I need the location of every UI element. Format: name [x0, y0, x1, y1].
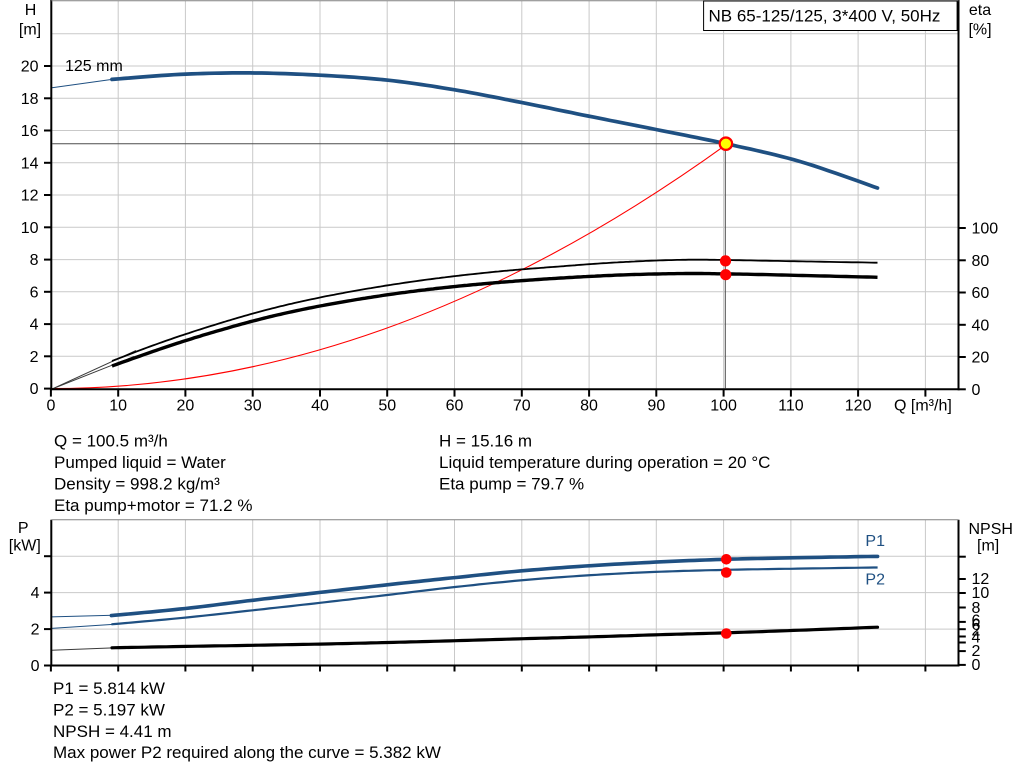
svg-text:0: 0	[46, 398, 55, 415]
svg-text:H: H	[25, 2, 37, 19]
svg-text:P: P	[18, 520, 29, 537]
svg-text:20: 20	[177, 398, 195, 415]
svg-text:100: 100	[972, 221, 999, 238]
svg-text:2: 2	[972, 643, 981, 660]
svg-text:H = 15.16 m: H = 15.16 m	[439, 432, 532, 451]
svg-text:NB 65-125/125, 3*400 V, 50Hz: NB 65-125/125, 3*400 V, 50Hz	[709, 6, 941, 25]
svg-text:Eta pump = 79.7 %: Eta pump = 79.7 %	[439, 475, 584, 494]
svg-text:eta: eta	[969, 2, 991, 19]
svg-text:4: 4	[31, 585, 40, 602]
svg-text:6: 6	[972, 612, 981, 629]
svg-text:[m]: [m]	[19, 22, 41, 39]
svg-text:0: 0	[972, 382, 981, 399]
svg-text:Density = 998.2 kg/m³: Density = 998.2 kg/m³	[54, 475, 220, 494]
svg-text:Liquid temperature during oper: Liquid temperature during operation = 20…	[439, 453, 770, 472]
svg-text:60: 60	[446, 398, 464, 415]
svg-text:[kW]: [kW]	[9, 538, 41, 555]
svg-text:8: 8	[30, 252, 39, 269]
svg-text:10: 10	[109, 398, 127, 415]
svg-text:0: 0	[30, 381, 39, 398]
svg-text:P2: P2	[865, 572, 885, 589]
svg-text:2: 2	[31, 622, 40, 639]
svg-text:12: 12	[21, 188, 39, 205]
svg-text:40: 40	[311, 398, 329, 415]
svg-text:P2 = 5.197 kW: P2 = 5.197 kW	[53, 700, 165, 719]
svg-text:80: 80	[580, 398, 598, 415]
svg-text:110: 110	[778, 398, 804, 415]
svg-text:4: 4	[30, 317, 39, 334]
svg-text:8: 8	[972, 600, 981, 617]
svg-text:10: 10	[972, 585, 990, 602]
svg-text:NPSH: NPSH	[969, 521, 1013, 538]
svg-text:4: 4	[972, 629, 981, 646]
svg-text:12: 12	[972, 571, 990, 588]
svg-text:Pumped liquid = Water: Pumped liquid = Water	[54, 453, 226, 472]
svg-text:Q [m³/h]: Q [m³/h]	[894, 398, 952, 415]
svg-text:40: 40	[972, 317, 990, 334]
svg-text:Q = 100.5 m³/h: Q = 100.5 m³/h	[54, 432, 168, 451]
svg-text:Eta pump+motor = 71.2 %: Eta pump+motor = 71.2 %	[54, 496, 252, 515]
svg-text:18: 18	[21, 91, 39, 108]
svg-text:2: 2	[30, 349, 39, 366]
svg-text:14: 14	[21, 155, 39, 172]
svg-text:Max power P2 required along th: Max power P2 required along the curve = …	[53, 743, 441, 762]
svg-text:120: 120	[845, 398, 872, 415]
svg-text:50: 50	[378, 398, 396, 415]
svg-text:0: 0	[972, 657, 981, 674]
svg-text:[%]: [%]	[968, 22, 991, 39]
svg-text:0: 0	[31, 658, 40, 675]
svg-text:20: 20	[972, 350, 990, 367]
svg-text:80: 80	[972, 253, 990, 270]
svg-text:100: 100	[710, 398, 737, 415]
svg-text:10: 10	[21, 220, 39, 237]
svg-text:30: 30	[244, 398, 262, 415]
svg-text:125 mm: 125 mm	[65, 58, 123, 75]
svg-text:P1 = 5.814 kW: P1 = 5.814 kW	[53, 679, 165, 698]
svg-text:2: 2	[972, 623, 981, 640]
svg-text:60: 60	[972, 285, 990, 302]
svg-text:70: 70	[513, 398, 531, 415]
svg-text:6: 6	[30, 284, 39, 301]
svg-text:[m]: [m]	[977, 538, 999, 555]
svg-text:6: 6	[972, 617, 981, 634]
svg-text:P1: P1	[865, 533, 885, 550]
svg-text:90: 90	[647, 398, 665, 415]
svg-text:16: 16	[21, 123, 39, 140]
svg-text:20: 20	[21, 59, 39, 76]
svg-text:NPSH = 4.41 m: NPSH = 4.41 m	[53, 722, 172, 741]
